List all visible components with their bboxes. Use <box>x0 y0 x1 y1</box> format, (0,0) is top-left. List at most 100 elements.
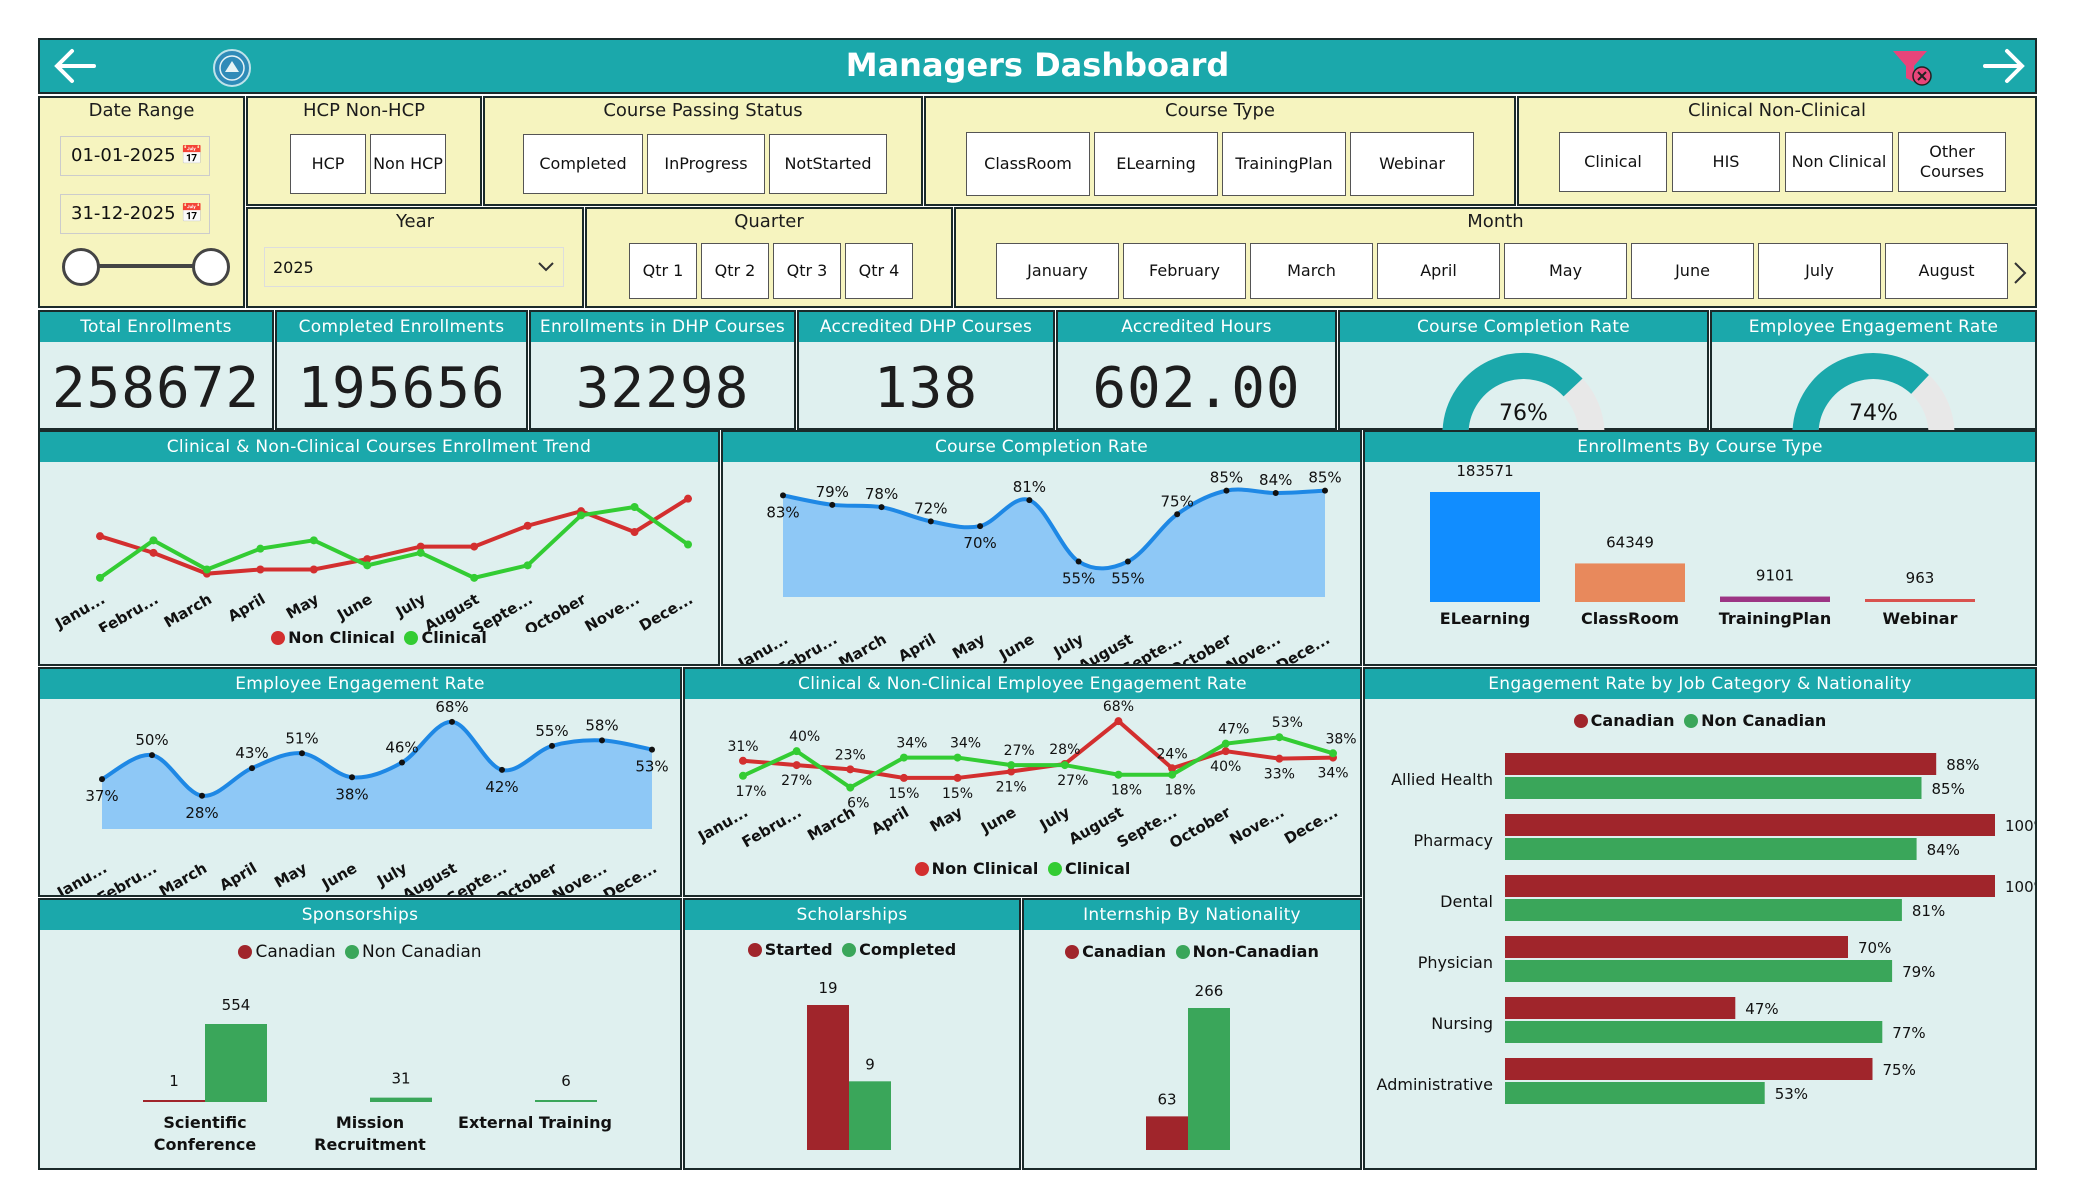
month-option[interactable]: February <box>1123 243 1246 299</box>
x-tick-label: April <box>225 590 269 626</box>
bar <box>1505 1058 1873 1080</box>
slicer-label: Course Passing Status <box>603 100 803 121</box>
month-option[interactable]: August <box>1885 243 2008 299</box>
classroom-option[interactable]: ClassRoom <box>966 132 1090 196</box>
data-label: 85% <box>1308 469 1341 487</box>
bar <box>1865 599 1975 602</box>
x-tick-label: Nove... <box>582 590 643 632</box>
data-point <box>363 561 372 570</box>
x-tick-label: April <box>895 630 939 664</box>
inprogress-option[interactable]: InProgress <box>647 134 765 194</box>
data-point <box>523 561 532 570</box>
month-option[interactable]: July <box>1758 243 1881 299</box>
webinar-option[interactable]: Webinar <box>1350 132 1474 196</box>
x-tick-label: June <box>333 590 375 625</box>
end-date-field[interactable]: 31-12-2025 📅 <box>60 194 210 234</box>
qtr4-option[interactable]: Qtr 4 <box>845 243 913 299</box>
notstarted-option[interactable]: NotStarted <box>769 134 887 194</box>
x-tick-label: Recruitment <box>314 1135 426 1154</box>
enrollments-by-type-chart: 183571 ELearning 64349 ClassRoom 9101 Trainin… <box>1430 462 1975 628</box>
data-label: 84% <box>1259 471 1292 489</box>
date-range-start-handle[interactable] <box>62 248 100 286</box>
trainingplan-option[interactable]: TrainingPlan <box>1222 132 1346 196</box>
month-option[interactable]: April <box>1377 243 1500 299</box>
data-point <box>99 776 105 783</box>
qtr2-option[interactable]: Qtr 2 <box>701 243 769 299</box>
data-label: 40% <box>789 729 820 745</box>
seal-logo-icon <box>213 49 251 87</box>
chart-legend: Started Completed <box>685 940 1019 959</box>
data-point <box>96 532 104 541</box>
data-label: 18% <box>1111 783 1142 799</box>
date-range-end-handle[interactable] <box>192 248 230 286</box>
data-point <box>780 492 786 499</box>
non-clinical-option[interactable]: Non Clinical <box>1785 132 1893 192</box>
data-point <box>249 765 255 772</box>
x-tick-label: Nove... <box>1226 803 1287 849</box>
data-point <box>1168 764 1177 773</box>
data-label: 15% <box>942 786 973 802</box>
slicer-label: HCP Non-HCP <box>302 100 426 121</box>
non-hcp-option[interactable]: Non HCP <box>370 134 446 194</box>
other-courses-option[interactable]: Other Courses <box>1898 132 2006 192</box>
month-option[interactable]: March <box>1250 243 1373 299</box>
kpi-label: Accredited Hours <box>1058 312 1335 342</box>
bar <box>205 1024 267 1102</box>
kpi-card: Total Enrollments 258672 <box>38 310 274 430</box>
start-date-field[interactable]: 01-01-2025 📅 <box>60 136 210 176</box>
elearning-option[interactable]: ELearning <box>1094 132 1218 196</box>
data-label: 27% <box>1057 773 1088 789</box>
data-label: 78% <box>865 485 898 503</box>
x-tick-label: Dece... <box>600 859 660 895</box>
data-label: 6% <box>847 796 869 812</box>
bar <box>1505 1021 1883 1043</box>
data-label: 64349 <box>1606 533 1654 551</box>
clinical-slicer: Clinical Non-Clinical Clinical HIS Non C… <box>1517 96 2037 206</box>
enrollment-trend-card: Clinical & Non-Clinical Courses Enrollme… <box>38 430 720 666</box>
data-point <box>1060 761 1069 770</box>
slicer-label: Course Type <box>1165 100 1275 121</box>
month-option[interactable]: June <box>1631 243 1754 299</box>
data-point <box>256 544 265 553</box>
legend-label: Non Clinical <box>931 859 1039 878</box>
y-tick-label: Pharmacy <box>1413 831 1493 850</box>
x-tick-label: Dece... <box>1281 803 1341 848</box>
data-label: 83% <box>766 503 799 521</box>
data-label: 34% <box>950 736 981 752</box>
calendar-icon[interactable]: 📅 <box>180 203 203 224</box>
chart-title: Clinical & Non-Clinical Courses Enrollme… <box>40 432 718 462</box>
internship-chart: 63 266 <box>1146 982 1230 1150</box>
arrow-right-icon[interactable] <box>1979 46 2029 86</box>
chevron-right-icon[interactable] <box>2012 261 2028 285</box>
data-point <box>1174 511 1181 518</box>
data-point <box>630 528 639 536</box>
year-dropdown[interactable]: 2025 <box>264 247 564 287</box>
x-tick-label: March <box>835 630 889 664</box>
legend-label: Completed <box>859 940 957 959</box>
x-tick-label: May <box>283 590 322 623</box>
x-tick-label: Scientific <box>163 1113 246 1132</box>
completion-gauge: 76% <box>1442 353 1605 430</box>
qtr1-option[interactable]: Qtr 1 <box>629 243 697 299</box>
y-tick-label: Nursing <box>1431 1014 1493 1033</box>
clear-filter-icon[interactable] <box>1890 48 1936 88</box>
data-label: 75% <box>1161 492 1194 510</box>
hcp-option[interactable]: HCP <box>290 134 366 194</box>
qtr3-option[interactable]: Qtr 3 <box>773 243 841 299</box>
data-label: 266 <box>1195 982 1224 1000</box>
data-label: 9101 <box>1756 567 1794 585</box>
kpi-card: Accredited DHP Courses 138 <box>797 310 1055 430</box>
his-option[interactable]: HIS <box>1672 132 1780 192</box>
clinical-option[interactable]: Clinical <box>1559 132 1667 192</box>
kpi-card: Enrollments in DHP Courses 32298 <box>529 310 796 430</box>
month-option[interactable]: January <box>996 243 1119 299</box>
bar <box>1505 1082 1765 1104</box>
month-option[interactable]: May <box>1504 243 1627 299</box>
completed-option[interactable]: Completed <box>523 134 643 194</box>
arrow-left-icon[interactable] <box>50 46 100 86</box>
calendar-icon[interactable]: 📅 <box>180 145 203 166</box>
kpi-value: 195656 <box>297 356 506 421</box>
page-title: Managers Dashboard <box>845 46 1230 84</box>
data-point <box>470 573 479 582</box>
data-point <box>309 536 318 545</box>
